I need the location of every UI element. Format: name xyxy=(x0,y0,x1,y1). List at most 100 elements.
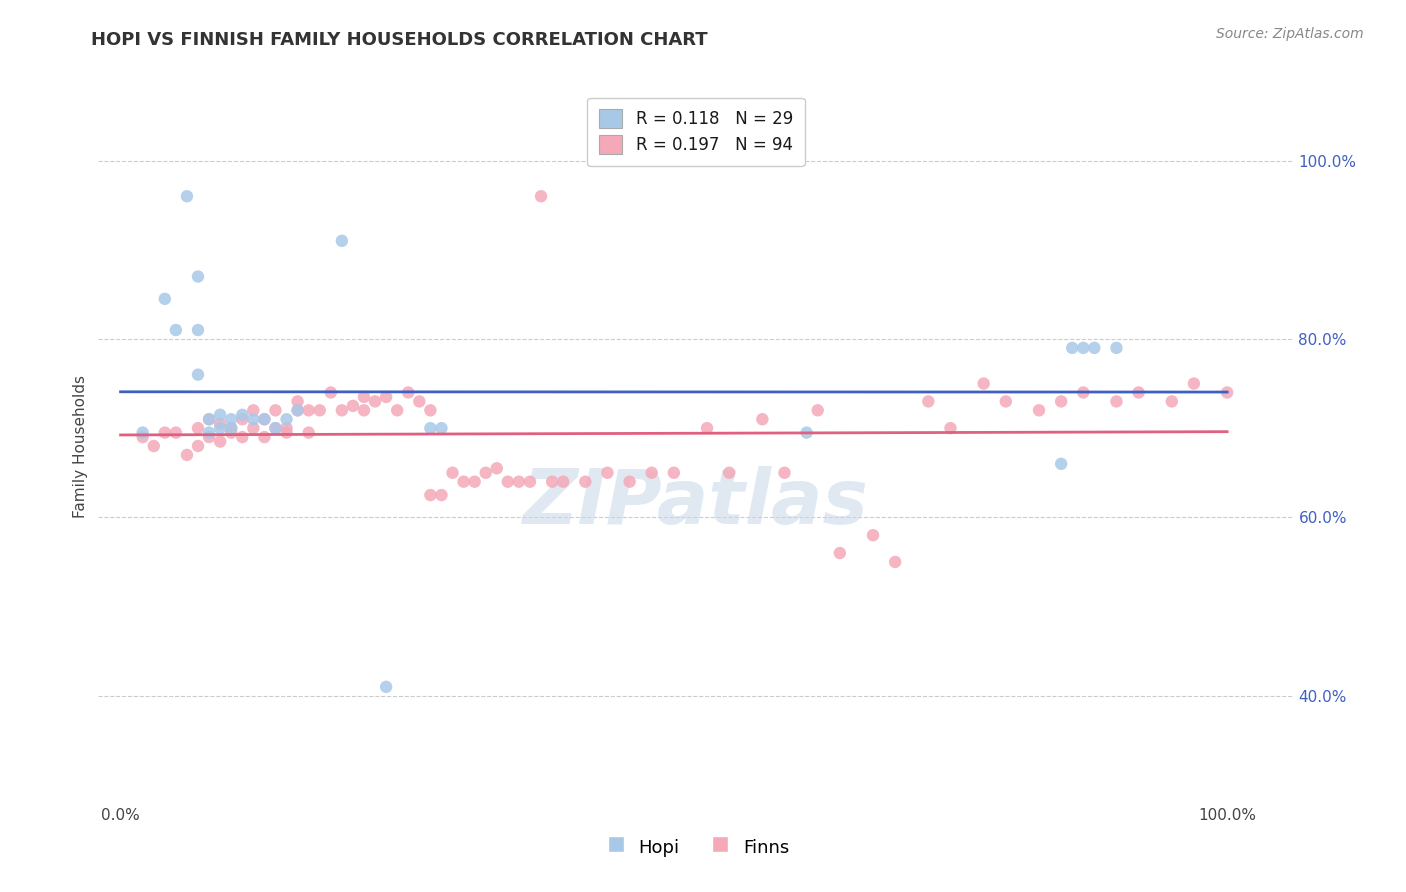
Point xyxy=(253,412,276,426)
Point xyxy=(508,475,530,489)
Point xyxy=(973,376,995,391)
Point xyxy=(662,466,685,480)
Point xyxy=(530,189,553,203)
Point xyxy=(198,430,221,444)
Point xyxy=(319,385,342,400)
Point xyxy=(187,269,209,284)
Text: Source: ZipAtlas.com: Source: ZipAtlas.com xyxy=(1216,27,1364,41)
Point xyxy=(773,466,796,480)
Point xyxy=(474,466,496,480)
Point xyxy=(187,421,209,435)
Point xyxy=(1128,385,1150,400)
Point xyxy=(342,399,364,413)
Point xyxy=(276,421,298,435)
Point xyxy=(287,403,309,417)
Point xyxy=(209,408,232,422)
Point xyxy=(187,439,209,453)
Text: ZIPatlas: ZIPatlas xyxy=(523,467,869,540)
Point xyxy=(142,439,165,453)
Point xyxy=(187,323,209,337)
Point xyxy=(276,425,298,440)
Point xyxy=(541,475,564,489)
Point xyxy=(198,412,221,426)
Point xyxy=(219,425,242,440)
Point xyxy=(187,368,209,382)
Point xyxy=(884,555,907,569)
Point xyxy=(574,475,596,489)
Point xyxy=(496,475,519,489)
Point xyxy=(862,528,884,542)
Point xyxy=(696,421,718,435)
Point xyxy=(176,448,198,462)
Point xyxy=(939,421,962,435)
Point xyxy=(1160,394,1182,409)
Point xyxy=(131,425,153,440)
Point xyxy=(153,292,176,306)
Point xyxy=(165,425,187,440)
Point xyxy=(287,394,309,409)
Point xyxy=(165,323,187,337)
Point xyxy=(375,680,398,694)
Point xyxy=(408,394,430,409)
Point xyxy=(209,417,232,431)
Point xyxy=(198,425,221,440)
Point xyxy=(253,412,276,426)
Point xyxy=(994,394,1017,409)
Point xyxy=(917,394,939,409)
Point xyxy=(453,475,475,489)
Point xyxy=(596,466,619,480)
Point xyxy=(1071,341,1094,355)
Point xyxy=(1062,341,1084,355)
Point xyxy=(264,421,287,435)
Point xyxy=(287,403,309,417)
Point xyxy=(219,412,242,426)
Point xyxy=(209,434,232,449)
Point xyxy=(385,403,409,417)
Point xyxy=(231,412,253,426)
Point xyxy=(1028,403,1050,417)
Point xyxy=(828,546,851,560)
Point xyxy=(807,403,830,417)
Point xyxy=(298,403,321,417)
Point xyxy=(718,466,741,480)
Point xyxy=(375,390,398,404)
Legend: Hopi, Finns: Hopi, Finns xyxy=(595,829,797,865)
Point xyxy=(242,412,264,426)
Point xyxy=(419,488,441,502)
Point xyxy=(619,475,641,489)
Point xyxy=(1216,385,1239,400)
Point xyxy=(553,475,575,489)
Point xyxy=(242,421,264,435)
Point xyxy=(1050,394,1073,409)
Point xyxy=(198,412,221,426)
Point xyxy=(430,488,453,502)
Point xyxy=(308,403,330,417)
Point xyxy=(264,421,287,435)
Point xyxy=(1050,457,1073,471)
Point xyxy=(264,403,287,417)
Point xyxy=(751,412,773,426)
Point xyxy=(242,403,264,417)
Text: HOPI VS FINNISH FAMILY HOUSEHOLDS CORRELATION CHART: HOPI VS FINNISH FAMILY HOUSEHOLDS CORREL… xyxy=(91,31,709,49)
Point xyxy=(1182,376,1205,391)
Point xyxy=(353,390,375,404)
Point xyxy=(298,425,321,440)
Point xyxy=(1083,341,1105,355)
Point xyxy=(519,475,541,489)
Point xyxy=(176,189,198,203)
Point xyxy=(330,403,353,417)
Point xyxy=(485,461,508,475)
Point xyxy=(1071,385,1094,400)
Point xyxy=(131,430,153,444)
Point xyxy=(219,421,242,435)
Point xyxy=(441,466,464,480)
Point xyxy=(231,408,253,422)
Point xyxy=(330,234,353,248)
Point xyxy=(464,475,486,489)
Point xyxy=(419,421,441,435)
Point xyxy=(396,385,419,400)
Point xyxy=(219,421,242,435)
Point xyxy=(430,421,453,435)
Point xyxy=(1105,341,1128,355)
Point xyxy=(209,421,232,435)
